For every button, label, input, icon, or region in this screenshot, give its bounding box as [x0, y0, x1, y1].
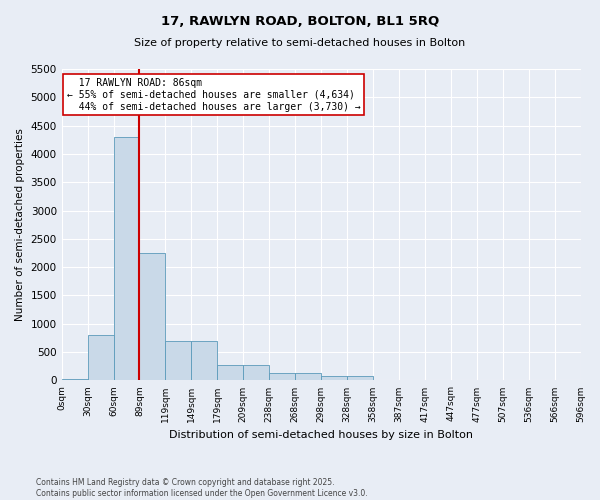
X-axis label: Distribution of semi-detached houses by size in Bolton: Distribution of semi-detached houses by …	[169, 430, 473, 440]
Bar	[62, 379, 88, 380]
Text: 17 RAWLYN ROAD: 86sqm
← 55% of semi-detached houses are smaller (4,634)
  44% of: 17 RAWLYN ROAD: 86sqm ← 55% of semi-deta…	[67, 78, 361, 112]
Bar	[217, 365, 243, 380]
Bar	[113, 137, 139, 380]
Bar	[139, 253, 166, 380]
Bar	[321, 376, 347, 380]
Bar	[166, 341, 191, 380]
Text: Contains HM Land Registry data © Crown copyright and database right 2025.
Contai: Contains HM Land Registry data © Crown c…	[36, 478, 368, 498]
Text: Size of property relative to semi-detached houses in Bolton: Size of property relative to semi-detach…	[134, 38, 466, 48]
Bar	[347, 376, 373, 380]
Bar	[269, 373, 295, 380]
Bar	[88, 335, 113, 380]
Bar	[243, 365, 269, 380]
Y-axis label: Number of semi-detached properties: Number of semi-detached properties	[15, 128, 25, 321]
Text: 17, RAWLYN ROAD, BOLTON, BL1 5RQ: 17, RAWLYN ROAD, BOLTON, BL1 5RQ	[161, 15, 439, 28]
Bar	[295, 373, 321, 380]
Bar	[191, 341, 217, 380]
